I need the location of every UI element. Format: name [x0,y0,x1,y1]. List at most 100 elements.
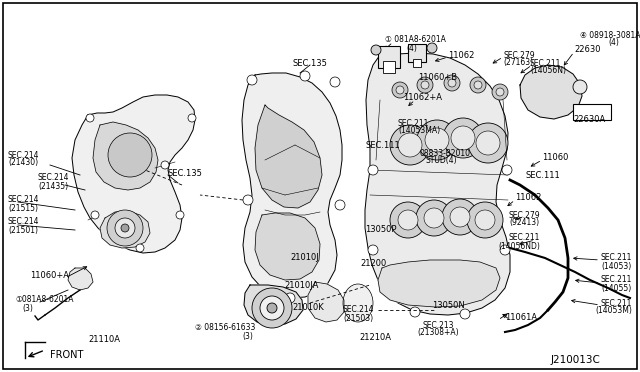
Text: ② 08156-61633: ② 08156-61633 [195,324,255,333]
Text: STUD(4): STUD(4) [425,157,456,166]
Polygon shape [520,65,582,119]
Text: 21210A: 21210A [359,334,391,343]
Circle shape [392,82,408,98]
Circle shape [476,131,500,155]
Circle shape [300,71,310,81]
Text: SEC.214: SEC.214 [8,151,40,160]
Circle shape [260,296,284,320]
Text: (21308+A): (21308+A) [417,328,459,337]
Polygon shape [68,268,93,290]
Text: 08833-B2010: 08833-B2010 [420,148,471,157]
Circle shape [500,245,510,255]
Circle shape [390,125,430,165]
Circle shape [427,43,437,53]
Circle shape [267,303,277,313]
Text: (14056ND): (14056ND) [498,241,540,250]
Bar [408,44,426,62]
Circle shape [368,165,378,175]
Text: 21010JA: 21010JA [285,280,319,289]
Text: 13050P: 13050P [365,225,397,234]
Text: 11060: 11060 [542,154,568,163]
Circle shape [176,211,184,219]
Text: (21430): (21430) [8,158,38,167]
Text: 11060+A: 11060+A [30,270,69,279]
Circle shape [448,79,456,87]
Text: SEC.135: SEC.135 [168,169,203,177]
Text: (14055): (14055) [602,283,632,292]
Text: SEC.135: SEC.135 [292,58,328,67]
Circle shape [161,161,169,169]
Text: (21435): (21435) [38,182,68,190]
Circle shape [502,165,512,175]
Circle shape [121,224,129,232]
Polygon shape [365,53,510,315]
Circle shape [247,75,257,85]
Bar [573,104,611,120]
Circle shape [188,114,196,122]
Circle shape [450,207,470,227]
Circle shape [417,120,457,160]
Circle shape [86,114,94,122]
Text: ① 081A8-6201A: ① 081A8-6201A [385,35,446,45]
Bar [378,46,400,68]
Circle shape [330,77,340,87]
Circle shape [475,210,495,230]
Text: 11060+B: 11060+B [418,74,457,83]
Polygon shape [93,122,158,190]
Circle shape [136,244,144,252]
Text: SEC.213: SEC.213 [422,321,454,330]
Polygon shape [255,213,320,280]
Text: 11062: 11062 [515,193,541,202]
Text: SEC.214: SEC.214 [8,218,40,227]
Text: SEC.211: SEC.211 [530,58,561,67]
Text: SEC.211: SEC.211 [600,253,632,263]
Polygon shape [242,73,342,298]
Circle shape [368,245,378,255]
Text: SEC.214: SEC.214 [38,173,70,183]
Bar [383,61,395,73]
Text: (14056N): (14056N) [530,67,566,76]
Text: (21501): (21501) [8,225,38,234]
Text: (4): (4) [406,44,417,52]
Circle shape [396,86,404,94]
Circle shape [460,309,470,319]
Bar [413,59,421,67]
Text: (14053MA): (14053MA) [398,126,440,135]
Text: 11062: 11062 [448,51,474,60]
Text: (27163): (27163) [503,58,533,67]
Circle shape [468,123,508,163]
Circle shape [335,200,345,210]
Circle shape [115,218,135,238]
Text: 13050N: 13050N [431,301,465,310]
Text: 21010K: 21010K [292,304,324,312]
Text: ①081A8-6201A: ①081A8-6201A [15,295,74,305]
Text: (3): (3) [22,304,33,312]
Circle shape [252,288,292,328]
Text: SEC.111: SEC.111 [525,170,560,180]
Text: SEC.279: SEC.279 [503,51,534,60]
Polygon shape [255,105,322,208]
Circle shape [443,118,483,158]
Circle shape [416,200,452,236]
Text: (3): (3) [243,331,253,340]
Circle shape [390,202,426,238]
Circle shape [398,210,418,230]
Circle shape [573,80,587,94]
Text: SEC.211: SEC.211 [509,234,540,243]
Text: 21010J: 21010J [291,253,319,262]
Text: (21503): (21503) [343,314,373,323]
Text: 22630A: 22630A [573,115,605,125]
Text: 22630: 22630 [574,45,600,55]
Circle shape [451,126,475,150]
Circle shape [474,81,482,89]
Text: SEC.214: SEC.214 [8,196,40,205]
Circle shape [398,133,422,157]
Text: SEC.211: SEC.211 [600,276,632,285]
Polygon shape [378,260,500,307]
Text: ④ 08918-3081A: ④ 08918-3081A [580,31,640,39]
Text: (4): (4) [608,38,619,48]
Polygon shape [244,285,303,325]
Circle shape [424,208,444,228]
Text: (14053M): (14053M) [595,307,632,315]
Circle shape [425,128,449,152]
